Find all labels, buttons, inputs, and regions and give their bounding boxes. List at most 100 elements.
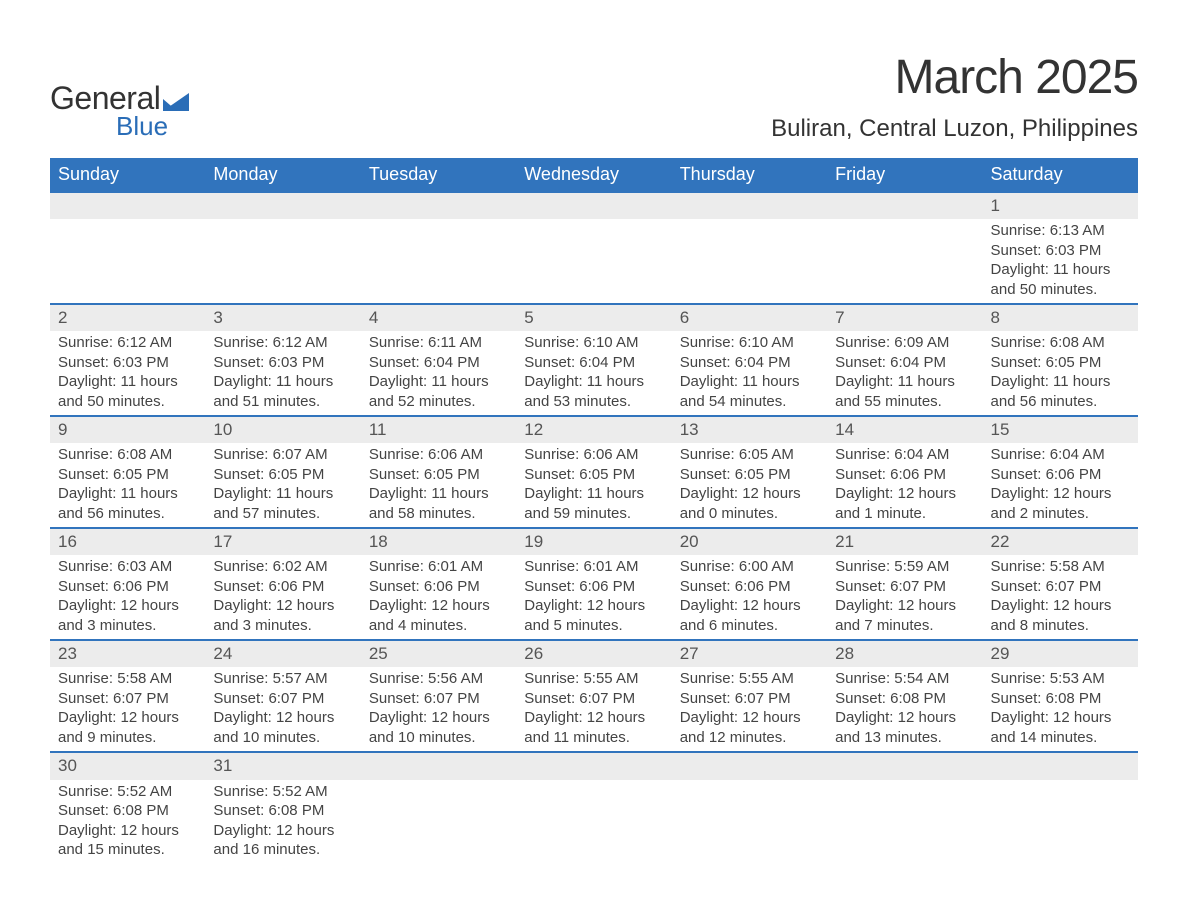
day-number-cell: 2 — [50, 304, 205, 331]
day-detail-cell: Sunrise: 5:57 AMSunset: 6:07 PMDaylight:… — [205, 667, 360, 752]
day-day1: Daylight: 12 hours — [213, 596, 352, 616]
day-sunset: Sunset: 6:05 PM — [524, 465, 663, 485]
day-number-cell: 4 — [361, 304, 516, 331]
day-sunrise: Sunrise: 6:04 AM — [835, 445, 974, 465]
day-sunrise: Sunrise: 5:57 AM — [213, 669, 352, 689]
day-sunset: Sunset: 6:06 PM — [991, 465, 1130, 485]
daynum-row: 16171819202122 — [50, 528, 1138, 555]
day-detail-cell: Sunrise: 5:59 AMSunset: 6:07 PMDaylight:… — [827, 555, 982, 640]
day-number-cell: 8 — [983, 304, 1138, 331]
day-sunrise: Sunrise: 6:02 AM — [213, 557, 352, 577]
day-detail-cell: Sunrise: 6:03 AMSunset: 6:06 PMDaylight:… — [50, 555, 205, 640]
day-day2: and 50 minutes. — [991, 280, 1130, 300]
day-detail-cell: Sunrise: 5:56 AMSunset: 6:07 PMDaylight:… — [361, 667, 516, 752]
day-detail-cell — [827, 780, 982, 864]
day-day2: and 54 minutes. — [680, 392, 819, 412]
day-sunset: Sunset: 6:05 PM — [680, 465, 819, 485]
day-detail-cell — [516, 219, 671, 304]
day-number-cell — [827, 192, 982, 219]
daynum-row: 3031 — [50, 752, 1138, 779]
detail-row: Sunrise: 6:13 AMSunset: 6:03 PMDaylight:… — [50, 219, 1138, 304]
day-detail-cell: Sunrise: 5:55 AMSunset: 6:07 PMDaylight:… — [516, 667, 671, 752]
day-detail-cell: Sunrise: 5:53 AMSunset: 6:08 PMDaylight:… — [983, 667, 1138, 752]
day-day1: Daylight: 12 hours — [835, 596, 974, 616]
day-day1: Daylight: 12 hours — [991, 484, 1130, 504]
day-sunrise: Sunrise: 5:56 AM — [369, 669, 508, 689]
day-day2: and 52 minutes. — [369, 392, 508, 412]
day-sunset: Sunset: 6:07 PM — [524, 689, 663, 709]
day-detail-cell: Sunrise: 6:10 AMSunset: 6:04 PMDaylight:… — [516, 331, 671, 416]
day-sunset: Sunset: 6:08 PM — [991, 689, 1130, 709]
day-number-cell: 19 — [516, 528, 671, 555]
day-sunrise: Sunrise: 6:13 AM — [991, 221, 1130, 241]
day-sunset: Sunset: 6:05 PM — [58, 465, 197, 485]
day-number-cell: 18 — [361, 528, 516, 555]
detail-row: Sunrise: 6:12 AMSunset: 6:03 PMDaylight:… — [50, 331, 1138, 416]
day-detail-cell: Sunrise: 6:01 AMSunset: 6:06 PMDaylight:… — [361, 555, 516, 640]
day-detail-cell: Sunrise: 5:58 AMSunset: 6:07 PMDaylight:… — [50, 667, 205, 752]
day-sunrise: Sunrise: 6:03 AM — [58, 557, 197, 577]
day-sunrise: Sunrise: 6:07 AM — [213, 445, 352, 465]
day-number-cell — [827, 752, 982, 779]
location: Buliran, Central Luzon, Philippines — [771, 115, 1138, 143]
day-day1: Daylight: 12 hours — [835, 708, 974, 728]
day-sunrise: Sunrise: 5:53 AM — [991, 669, 1130, 689]
day-day1: Daylight: 12 hours — [369, 596, 508, 616]
day-detail-cell — [50, 219, 205, 304]
day-sunset: Sunset: 6:05 PM — [369, 465, 508, 485]
day-detail-cell: Sunrise: 6:12 AMSunset: 6:03 PMDaylight:… — [50, 331, 205, 416]
day-day2: and 11 minutes. — [524, 728, 663, 748]
day-day2: and 51 minutes. — [213, 392, 352, 412]
weekday-header: Sunday — [50, 158, 205, 192]
day-detail-cell — [361, 219, 516, 304]
logo-text-blue: Blue — [116, 111, 189, 142]
day-number-cell — [361, 752, 516, 779]
day-detail-cell — [205, 219, 360, 304]
day-number-cell: 1 — [983, 192, 1138, 219]
day-sunrise: Sunrise: 6:10 AM — [680, 333, 819, 353]
day-number-cell: 24 — [205, 640, 360, 667]
day-number-cell: 17 — [205, 528, 360, 555]
day-day1: Daylight: 11 hours — [524, 484, 663, 504]
day-sunset: Sunset: 6:07 PM — [213, 689, 352, 709]
day-day1: Daylight: 11 hours — [369, 372, 508, 392]
day-sunset: Sunset: 6:08 PM — [213, 801, 352, 821]
day-detail-cell — [516, 780, 671, 864]
day-number-cell: 28 — [827, 640, 982, 667]
day-detail-cell — [672, 780, 827, 864]
day-sunset: Sunset: 6:06 PM — [835, 465, 974, 485]
day-sunrise: Sunrise: 6:08 AM — [58, 445, 197, 465]
day-sunrise: Sunrise: 6:10 AM — [524, 333, 663, 353]
day-number-cell: 5 — [516, 304, 671, 331]
day-day2: and 58 minutes. — [369, 504, 508, 524]
day-day1: Daylight: 11 hours — [991, 260, 1130, 280]
day-number-cell — [983, 752, 1138, 779]
day-number-cell: 22 — [983, 528, 1138, 555]
day-detail-cell: Sunrise: 6:06 AMSunset: 6:05 PMDaylight:… — [361, 443, 516, 528]
day-number-cell: 6 — [672, 304, 827, 331]
day-number-cell: 14 — [827, 416, 982, 443]
day-day1: Daylight: 11 hours — [213, 484, 352, 504]
day-sunset: Sunset: 6:06 PM — [58, 577, 197, 597]
day-sunset: Sunset: 6:03 PM — [991, 241, 1130, 261]
day-number-cell — [361, 192, 516, 219]
day-detail-cell: Sunrise: 6:00 AMSunset: 6:06 PMDaylight:… — [672, 555, 827, 640]
day-sunrise: Sunrise: 6:12 AM — [213, 333, 352, 353]
day-sunrise: Sunrise: 6:09 AM — [835, 333, 974, 353]
day-number-cell: 31 — [205, 752, 360, 779]
day-day2: and 3 minutes. — [58, 616, 197, 636]
title-block: March 2025 Buliran, Central Luzon, Phili… — [771, 50, 1138, 143]
day-day2: and 0 minutes. — [680, 504, 819, 524]
day-sunset: Sunset: 6:06 PM — [213, 577, 352, 597]
day-day1: Daylight: 12 hours — [213, 708, 352, 728]
detail-row: Sunrise: 5:58 AMSunset: 6:07 PMDaylight:… — [50, 667, 1138, 752]
day-day2: and 55 minutes. — [835, 392, 974, 412]
day-day2: and 13 minutes. — [835, 728, 974, 748]
day-number-cell: 9 — [50, 416, 205, 443]
day-number-cell: 7 — [827, 304, 982, 331]
day-detail-cell — [983, 780, 1138, 864]
day-detail-cell — [672, 219, 827, 304]
day-number-cell: 26 — [516, 640, 671, 667]
day-sunset: Sunset: 6:05 PM — [991, 353, 1130, 373]
day-detail-cell: Sunrise: 6:12 AMSunset: 6:03 PMDaylight:… — [205, 331, 360, 416]
